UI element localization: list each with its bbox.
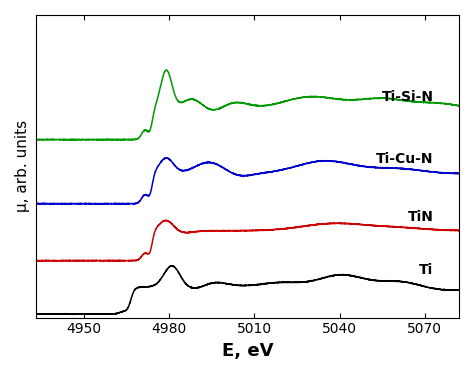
X-axis label: E, eV: E, eV bbox=[221, 342, 273, 360]
Text: Ti: Ti bbox=[419, 263, 433, 277]
Text: Ti-Cu-N: Ti-Cu-N bbox=[376, 152, 433, 166]
Text: Ti-Si-N: Ti-Si-N bbox=[382, 90, 433, 104]
Text: TiN: TiN bbox=[408, 210, 433, 224]
Y-axis label: μ, arb. units: μ, arb. units bbox=[15, 120, 30, 212]
